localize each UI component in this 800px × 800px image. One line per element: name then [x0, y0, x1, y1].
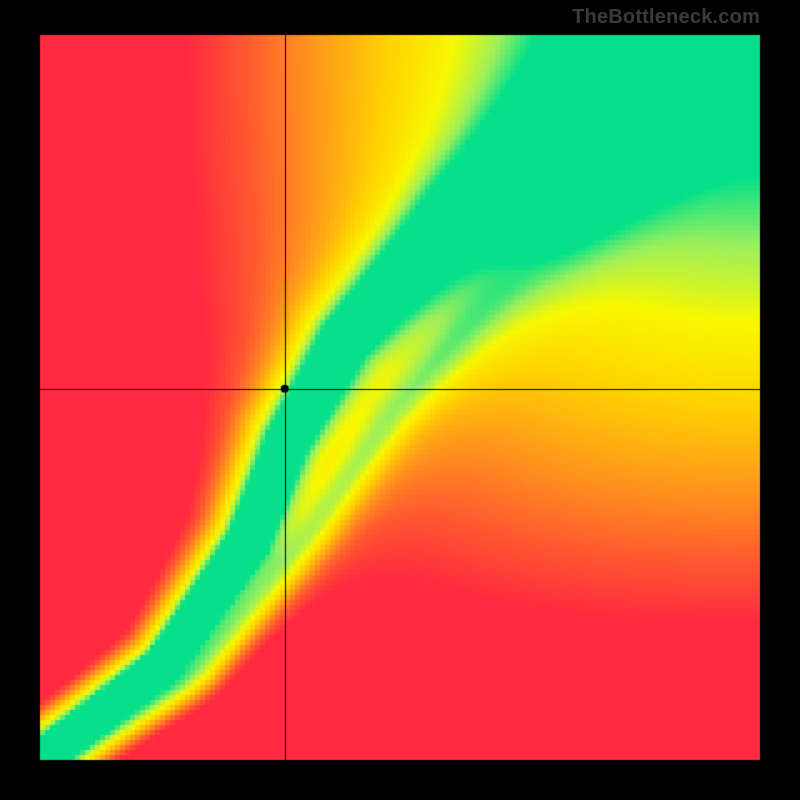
- watermark-text: TheBottleneck.com: [572, 6, 760, 29]
- chart-container: TheBottleneck.com: [0, 0, 800, 800]
- heatmap-canvas: [0, 0, 800, 800]
